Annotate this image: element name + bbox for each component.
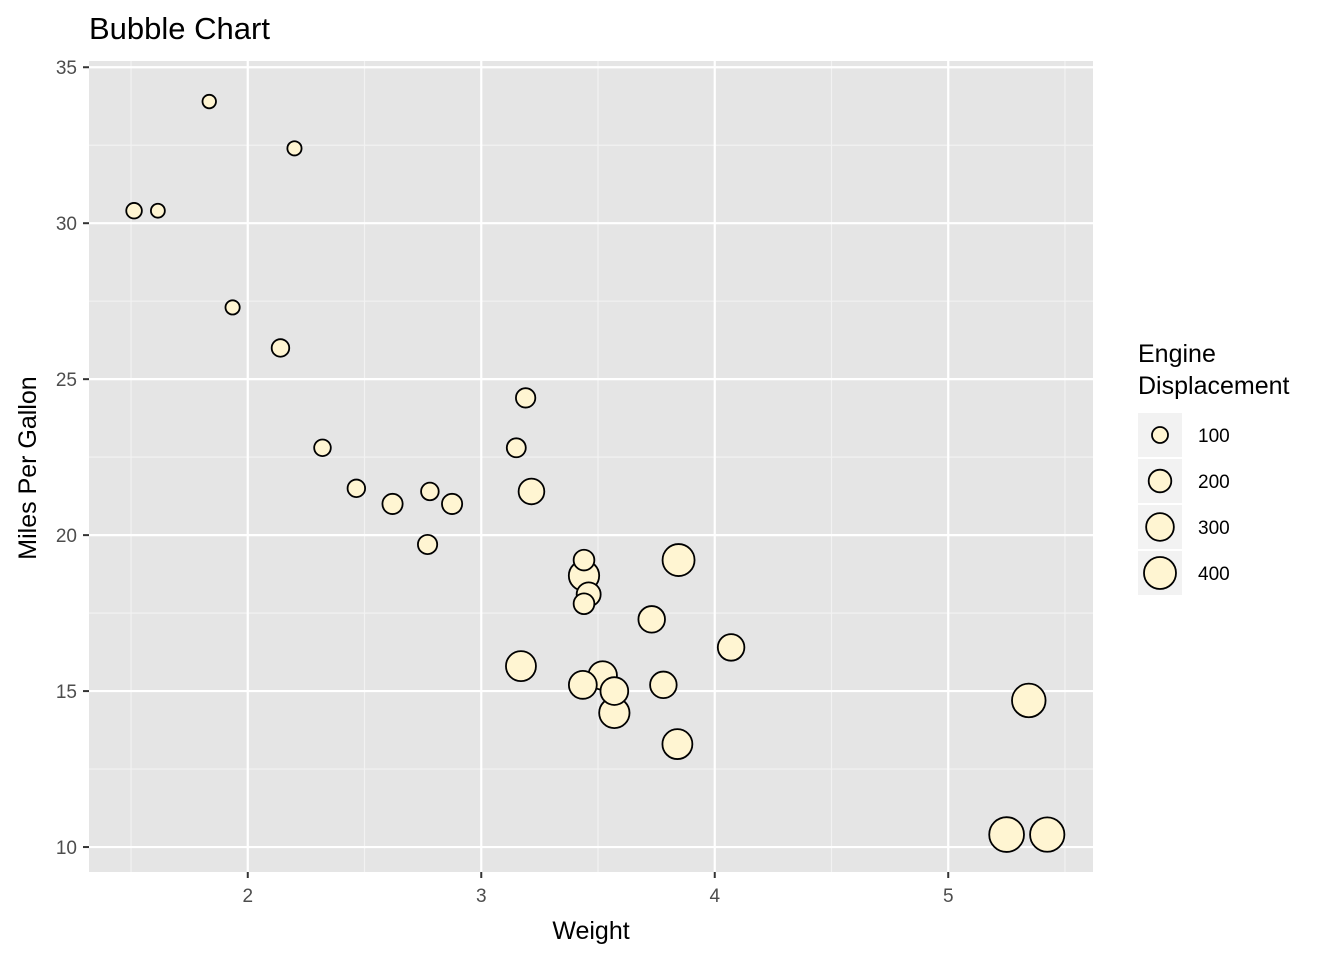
- plot-panel: [89, 61, 1093, 872]
- data-point: [567, 669, 598, 700]
- legend-title-line1: Engine: [1138, 340, 1216, 368]
- x-axis-title: Weight: [552, 917, 629, 945]
- legend-label: 400: [1198, 564, 1230, 585]
- data-point: [515, 387, 537, 409]
- data-point: [286, 140, 303, 157]
- data-point: [417, 533, 439, 556]
- data-point: [572, 592, 596, 616]
- data-point: [505, 650, 537, 683]
- legend-key-symbol: [1145, 512, 1175, 542]
- legend-key-symbol: [1143, 556, 1177, 590]
- data-point: [505, 437, 527, 459]
- data-point: [381, 492, 404, 515]
- legend-label: 300: [1198, 518, 1230, 539]
- data-point: [1029, 816, 1066, 853]
- y-tick-label: 35: [56, 58, 77, 79]
- legend-key-symbol: [1151, 426, 1169, 444]
- data-point: [346, 478, 367, 499]
- legend-label: 200: [1198, 472, 1230, 493]
- data-point: [420, 481, 440, 502]
- panel-background: [89, 61, 1093, 872]
- data-points: [125, 93, 1066, 853]
- y-tick-label: 30: [56, 214, 77, 235]
- data-point: [661, 728, 694, 760]
- y-tick-label: 15: [56, 682, 77, 703]
- data-point: [201, 93, 217, 110]
- x-tick-label: 2: [242, 886, 253, 907]
- chart-title: Bubble Chart: [89, 11, 270, 46]
- data-point: [125, 202, 143, 220]
- minor-gridlines: [89, 61, 1093, 872]
- y-tick-label: 20: [56, 526, 77, 547]
- x-tick-label: 5: [943, 886, 954, 907]
- data-point: [716, 633, 746, 662]
- data-point: [150, 202, 166, 219]
- data-point: [988, 816, 1025, 853]
- data-point: [599, 676, 630, 706]
- data-point: [637, 605, 666, 634]
- data-point: [224, 299, 241, 316]
- legend-title-line2: Displacement: [1138, 372, 1290, 400]
- y-tick-label: 25: [56, 370, 77, 391]
- legend-key-symbol: [1147, 468, 1173, 494]
- y-axis-title: Miles Per Gallon: [14, 376, 42, 559]
- y-tick-label: 10: [56, 838, 77, 859]
- data-point: [572, 548, 596, 572]
- data-point: [649, 670, 678, 700]
- y-axis: 10 15 20 25 30 35: [56, 58, 89, 859]
- legend-keys: 100 200 300 400: [1138, 413, 1230, 595]
- x-axis: 2 3 4 5: [242, 872, 954, 907]
- x-tick-label: 3: [476, 886, 487, 907]
- data-point: [1011, 682, 1047, 719]
- x-tick-label: 4: [709, 886, 720, 907]
- data-point: [313, 438, 332, 457]
- data-point: [661, 543, 696, 577]
- data-point: [441, 492, 464, 515]
- legend: Engine Displacement 100 200 300 400: [1138, 340, 1290, 595]
- major-gridlines: [89, 61, 1093, 872]
- data-point: [517, 477, 546, 506]
- legend-label: 100: [1198, 426, 1230, 447]
- data-point: [270, 338, 291, 358]
